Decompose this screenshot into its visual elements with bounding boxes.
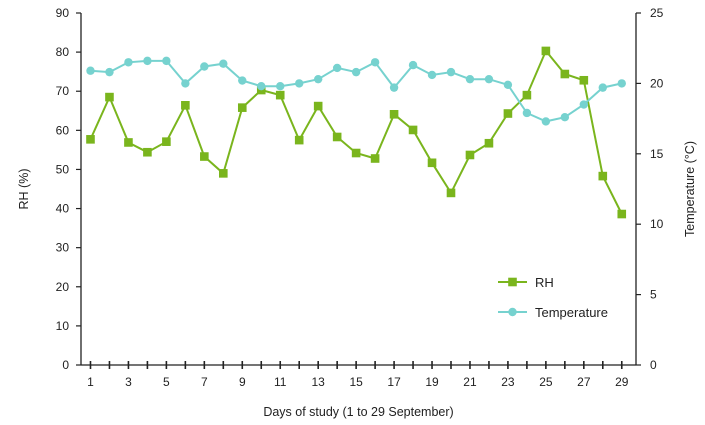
temperature-point: [427, 70, 437, 80]
temperature-point: [598, 83, 607, 92]
y2-tick-label: 10: [650, 217, 664, 231]
y-axis-title: RH (%): [17, 169, 31, 210]
y-tick-label: 80: [56, 45, 70, 59]
y-tick-label: 60: [56, 123, 70, 137]
legend-temperature-marker: [508, 307, 517, 317]
x-tick-label: 5: [163, 375, 170, 389]
y2-tick-label: 25: [650, 6, 664, 20]
x-tick-label: 29: [615, 375, 629, 389]
rh-point: [162, 137, 171, 146]
y2-tick-label: 5: [650, 288, 657, 302]
x-tick-label: 15: [349, 375, 363, 389]
rh-point: [446, 188, 456, 198]
temperature-point: [313, 74, 323, 84]
rh-point: [503, 109, 513, 118]
temperature-point: [143, 56, 152, 66]
y-tick-label: 50: [56, 162, 70, 176]
rh-point: [313, 101, 323, 111]
rh-point: [351, 148, 361, 158]
x-tick-label: 27: [577, 375, 591, 389]
y-tick-label: 10: [56, 319, 70, 333]
x-tick-label: 25: [539, 375, 553, 389]
y2-axis-title: Temperature (°C): [683, 141, 697, 237]
temperature-point: [200, 62, 209, 71]
temperature-point: [579, 100, 589, 109]
temperature-point: [370, 58, 380, 67]
x-tick-label: 21: [463, 375, 477, 389]
rh-point: [389, 109, 399, 119]
x-tick-label: 3: [125, 375, 132, 389]
rh-point: [332, 132, 342, 142]
y-tick-label: 20: [56, 280, 70, 294]
temperature-point: [276, 82, 285, 91]
rh-point: [598, 171, 608, 181]
rh-point: [200, 152, 209, 161]
temperature-point: [484, 74, 494, 84]
temperature-point: [503, 80, 513, 90]
rh-point: [522, 90, 532, 100]
legend-rh-marker: [508, 277, 517, 287]
rh-point: [237, 103, 247, 112]
x-tick-label: 9: [239, 375, 246, 389]
temperature-point: [86, 66, 95, 75]
x-tick-label: 11: [274, 375, 287, 389]
temperature-point: [332, 63, 342, 73]
temperature-point: [351, 67, 361, 77]
y-tick-label: 40: [56, 202, 70, 216]
temperature-point: [181, 79, 190, 88]
temperature-point: [408, 60, 418, 70]
rh-point: [275, 90, 285, 100]
x-axis-title: Days of study (1 to 29 September): [263, 405, 453, 419]
temperature-point: [238, 76, 247, 85]
y-tick-label: 90: [56, 6, 70, 20]
plot-area: [86, 46, 627, 219]
x-tick-label: 1: [87, 375, 94, 389]
legend-rh-label: RH: [535, 275, 554, 290]
temperature-point: [389, 83, 399, 92]
y2-tick-label: 20: [650, 76, 664, 90]
rh-point: [541, 46, 551, 56]
rh-point: [294, 135, 304, 145]
rh-point: [124, 138, 133, 147]
rh-point: [408, 125, 418, 135]
y-tick-label: 70: [56, 84, 70, 98]
rh-point: [86, 135, 95, 144]
rh-point: [105, 92, 114, 102]
x-tick-label: 13: [311, 375, 325, 389]
y-tick-label: 0: [62, 358, 69, 372]
temperature-point: [617, 79, 626, 88]
temperature-point: [560, 112, 570, 122]
rh-point: [143, 147, 152, 157]
rh-point: [181, 101, 190, 110]
rh-point: [617, 209, 627, 219]
legend: RH Temperature: [498, 275, 608, 320]
temperature-point: [257, 82, 266, 91]
temperature-point: [162, 56, 171, 66]
x-tick-label: 7: [201, 375, 208, 389]
temperature-point: [446, 67, 456, 77]
y-tick-label: 30: [56, 241, 70, 255]
temperature-point: [522, 108, 532, 118]
x-tick-label: 23: [501, 375, 515, 389]
temperature-point: [465, 74, 475, 84]
rh-point: [427, 158, 437, 168]
legend-temperature-label: Temperature: [535, 305, 608, 320]
y2-tick-label: 15: [650, 147, 664, 161]
rh-point: [465, 150, 475, 160]
temperature-point: [295, 79, 304, 88]
temperature-point: [541, 117, 551, 126]
rh-point: [484, 138, 494, 148]
temperature-point: [105, 67, 114, 77]
temperature-point: [219, 59, 228, 68]
temperature-point: [124, 58, 133, 67]
x-tick-label: 17: [387, 375, 401, 389]
y2-tick-label: 0: [650, 358, 657, 372]
rh-point: [370, 154, 380, 163]
x-tick-label: 19: [425, 375, 439, 389]
rh-point: [579, 75, 589, 85]
rh-point: [219, 169, 228, 178]
rh-point: [560, 69, 570, 79]
